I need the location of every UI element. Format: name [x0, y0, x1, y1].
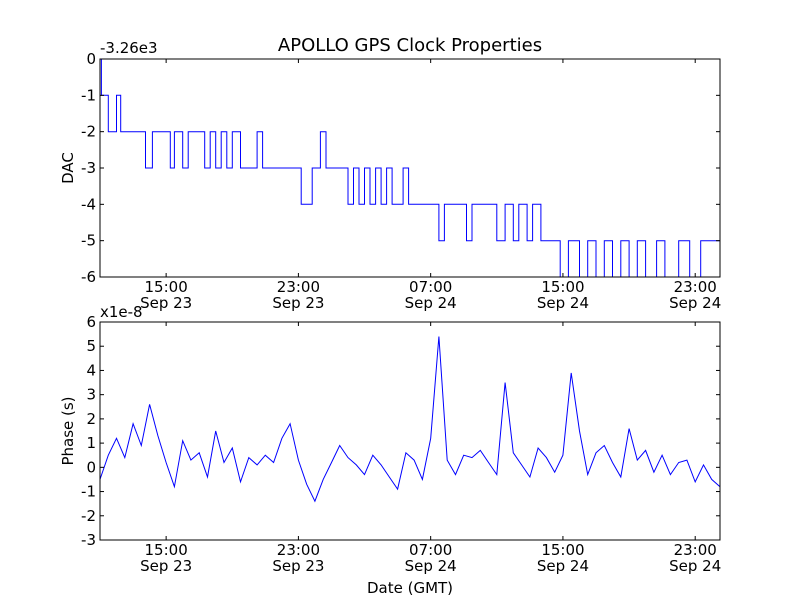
- x-tick-label-date: Sep 23: [140, 557, 192, 575]
- series-line-1-0: [99, 336, 721, 503]
- x-tick-label-time: 23:00: [277, 278, 320, 296]
- chart-title: APOLLO GPS Clock Properties: [278, 35, 542, 56]
- x-tick-label-date: Sep 24: [537, 294, 589, 312]
- x-tick-label-time: 07:00: [409, 541, 452, 559]
- top-y-ticks: 0 -1 -2 -3 -4 -5 -6: [81, 50, 720, 286]
- bottom-series-group: [99, 336, 721, 503]
- y-tick-label: -1: [81, 483, 96, 501]
- y-tick-label: 1: [86, 434, 96, 452]
- top-offset-label: -3.26e3: [100, 39, 158, 57]
- x-tick-label-time: 07:00: [409, 278, 452, 296]
- y-tick-label: -1: [81, 86, 96, 104]
- x-tick-label-date: Sep 24: [537, 557, 589, 575]
- y-tick-label: -5: [81, 232, 96, 250]
- bottom-offset-label: x1e-8: [100, 303, 143, 321]
- x-tick-label-time: 15:00: [145, 278, 188, 296]
- y-tick-label: -2: [81, 507, 96, 525]
- y-tick-label: 2: [86, 410, 96, 428]
- top-y-axis-label: DAC: [59, 152, 77, 184]
- y-tick-label: -3: [81, 159, 96, 177]
- y-tick-label: -6: [81, 268, 96, 286]
- y-tick-label: 6: [86, 313, 96, 331]
- x-tick-label-date: Sep 24: [405, 294, 457, 312]
- x-tick-label-time: 15:00: [145, 541, 188, 559]
- bottom-x-axis-label: Date (GMT): [367, 579, 453, 597]
- x-tick-label-time: 23:00: [674, 278, 717, 296]
- bottom-y-axis-label: Phase (s): [59, 396, 77, 465]
- x-tick-label-time: 23:00: [674, 541, 717, 559]
- bottom-plot-frame: [99, 321, 721, 541]
- x-tick-label-date: Sep 23: [272, 557, 324, 575]
- y-tick-label: 3: [86, 386, 96, 404]
- y-tick-label: -4: [81, 195, 96, 213]
- x-tick-label-date: Sep 23: [140, 294, 192, 312]
- bottom-y-ticks: 6 5 4 3 2 1 0 -1 -2 -3: [81, 313, 720, 549]
- x-tick-label-date: Sep 24: [669, 557, 721, 575]
- y-tick-label: 0: [86, 458, 96, 476]
- y-tick-label: -3: [81, 531, 96, 549]
- y-tick-label: 4: [86, 361, 96, 379]
- y-tick-label: -2: [81, 123, 96, 141]
- x-tick-label-date: Sep 24: [669, 294, 721, 312]
- x-tick-label-time: 23:00: [277, 541, 320, 559]
- y-tick-label: 0: [86, 50, 96, 68]
- x-tick-label-date: Sep 23: [272, 294, 324, 312]
- x-tick-label-date: Sep 24: [405, 557, 457, 575]
- x-tick-label-time: 15:00: [541, 541, 584, 559]
- y-tick-label: 5: [86, 337, 96, 355]
- x-tick-label-time: 15:00: [541, 278, 584, 296]
